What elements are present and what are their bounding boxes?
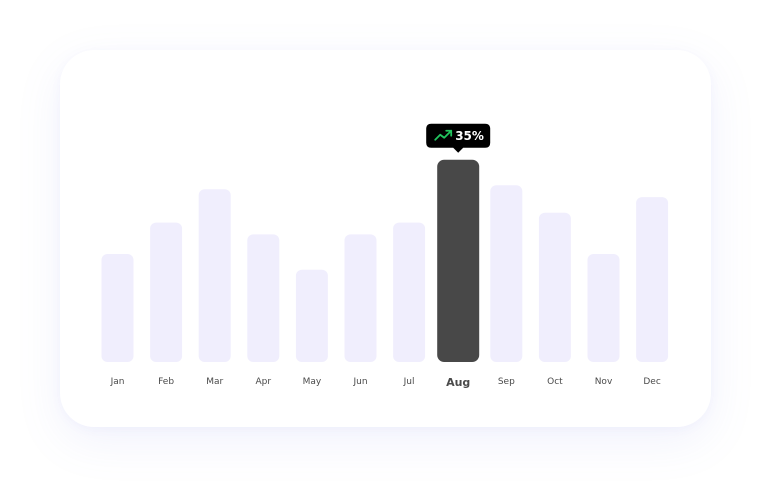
month-label-oct: Oct xyxy=(547,377,563,387)
bars-group xyxy=(101,159,669,362)
bar-aug[interactable] xyxy=(437,159,480,362)
month-labels-group: Jan Feb Mar Apr May Jun Jul Aug Sep Oct Nov Dec xyxy=(110,376,661,389)
bar-feb[interactable] xyxy=(150,222,183,362)
tooltip-background xyxy=(426,123,491,153)
tooltip: 35% xyxy=(426,123,491,153)
month-label-aug: Aug xyxy=(446,376,470,389)
bar-jun[interactable] xyxy=(344,234,377,362)
month-label-may: May xyxy=(303,377,322,387)
bar-nov[interactable] xyxy=(587,254,620,362)
month-label-dec: Dec xyxy=(643,377,660,387)
bar-dec[interactable] xyxy=(636,197,669,362)
month-label-jan: Jan xyxy=(110,377,125,387)
month-label-jun: Jun xyxy=(352,377,367,387)
bar-sep[interactable] xyxy=(490,185,523,362)
bar-mar[interactable] xyxy=(198,189,231,362)
trending-up-icon xyxy=(434,129,453,141)
bar-jan[interactable] xyxy=(101,254,134,362)
month-label-nov: Nov xyxy=(595,377,613,387)
tooltip-value: 35% xyxy=(455,129,484,143)
bar-jul[interactable] xyxy=(393,222,426,362)
month-label-sep: Sep xyxy=(498,377,515,387)
bar-apr[interactable] xyxy=(247,234,280,362)
month-label-apr: Apr xyxy=(256,377,272,387)
month-label-mar: Mar xyxy=(206,377,223,387)
bar-oct[interactable] xyxy=(538,212,571,362)
month-label-jul: Jul xyxy=(403,377,415,387)
bar-may[interactable] xyxy=(295,269,328,362)
month-label-feb: Feb xyxy=(158,377,174,387)
